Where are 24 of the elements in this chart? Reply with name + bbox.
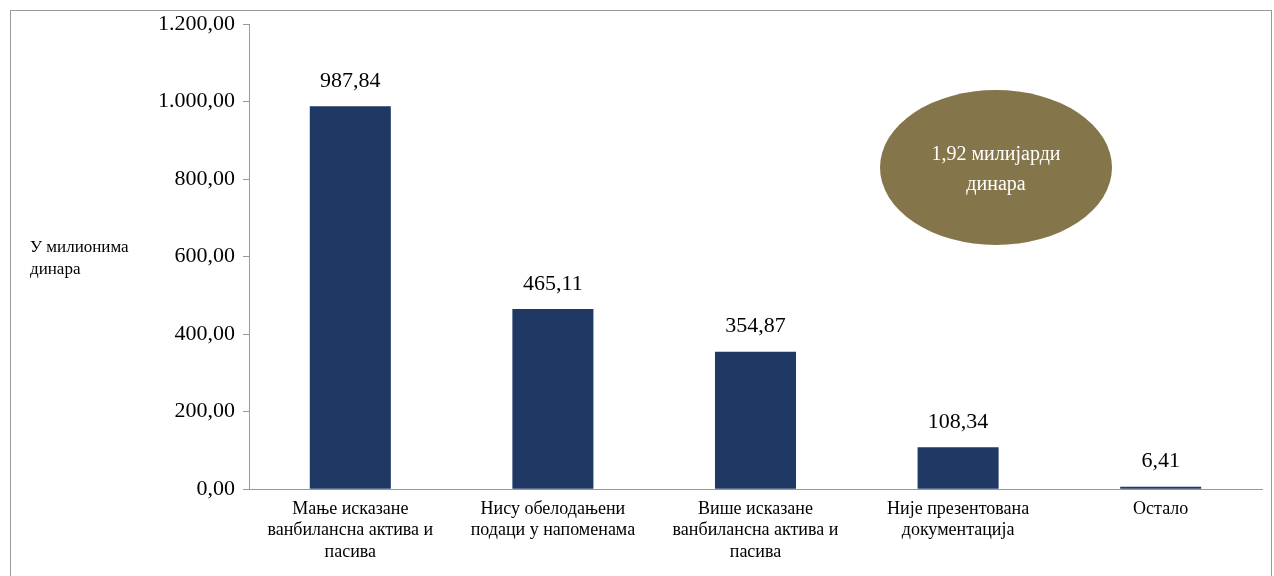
y-tick-label: 0,00 [196, 474, 235, 500]
x-tick-label: Остало [1133, 497, 1189, 518]
x-tick-label: Није презентована документација [887, 497, 1030, 540]
x-tick-label: Више исказане ванбилансна актива и пасива [672, 497, 839, 561]
oval: 1,92 милијарди динара [880, 90, 1112, 245]
bar [309, 106, 391, 489]
y-tick-label: 800,00 [174, 164, 235, 190]
y-tick-label: 200,00 [174, 397, 235, 423]
x-tick-label: Мање исказане ванбилансна актива и пасива [267, 497, 434, 561]
data-label: 108,34 [927, 407, 989, 433]
y-tick-label: 600,00 [174, 242, 235, 268]
bar [917, 447, 999, 489]
bar [512, 308, 594, 489]
y-tick-label: 1.000,00 [158, 87, 235, 113]
data-label: 6,41 [1141, 447, 1180, 473]
bar [714, 351, 797, 489]
data-label: 987,84 [320, 67, 381, 93]
annotation: 1,92 милијарди динара [931, 140, 1061, 197]
data-label: 354,87 [725, 312, 786, 338]
y-axis-title: У милионима динара [30, 237, 129, 278]
data-label: 465,11 [523, 269, 583, 295]
y-tick-label: 1.200,00 [158, 9, 235, 35]
y-tick-label: 400,00 [174, 319, 235, 345]
x-tick-label: Нису обелодањени подаци у напоменама [470, 497, 636, 540]
